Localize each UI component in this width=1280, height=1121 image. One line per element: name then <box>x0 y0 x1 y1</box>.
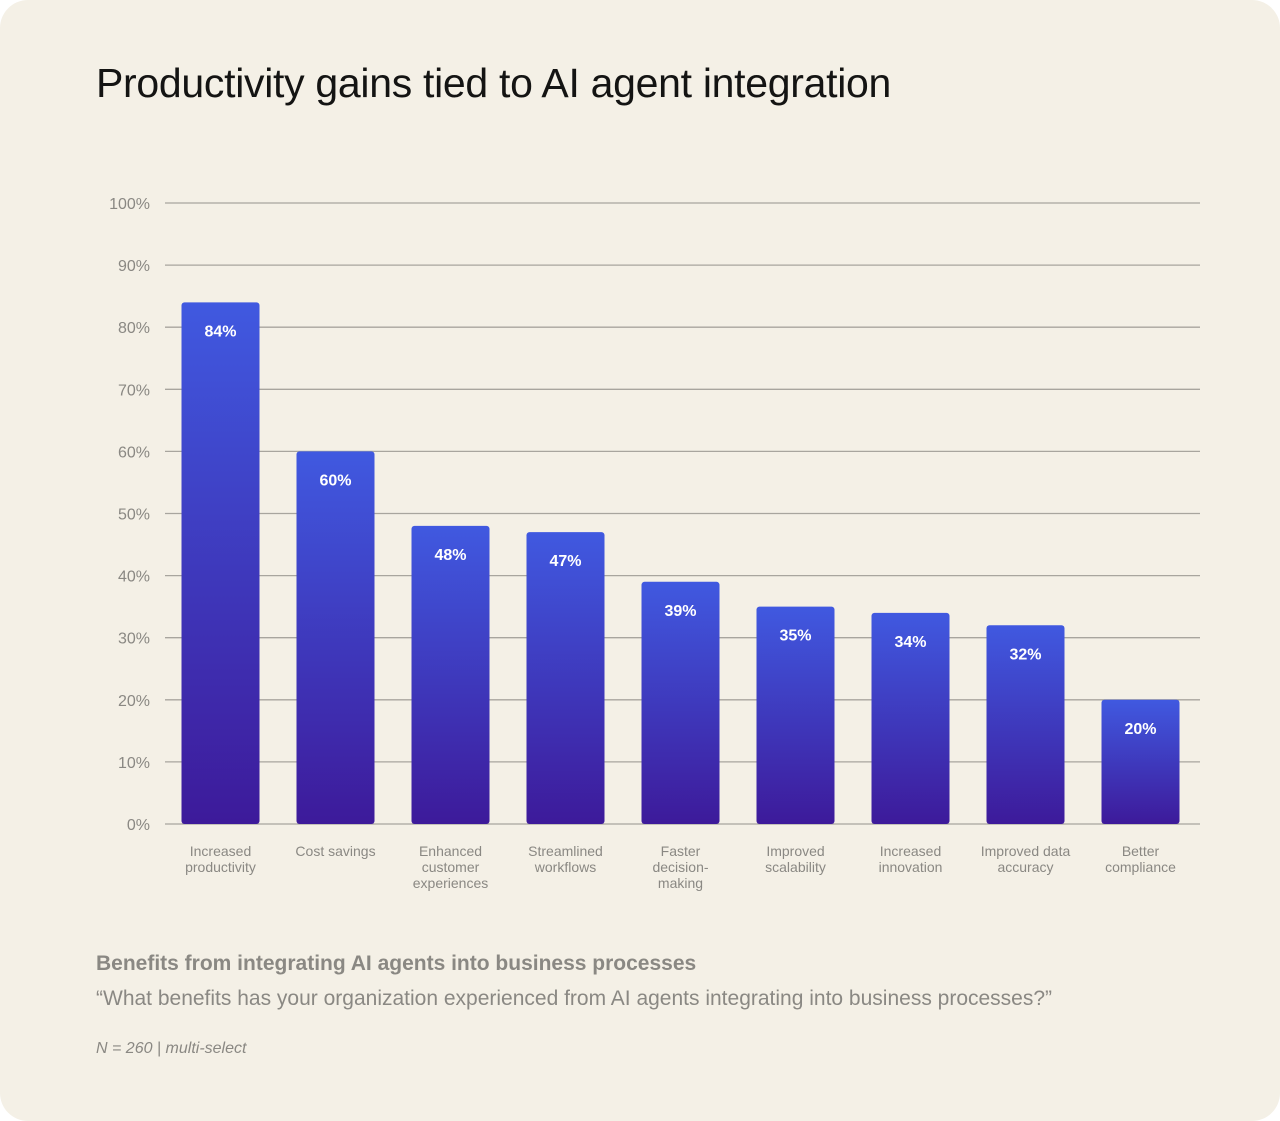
y-tick-label: 70% <box>118 382 150 399</box>
data-label: 34% <box>894 634 926 651</box>
data-label: 48% <box>434 547 466 564</box>
data-label: 84% <box>204 323 236 340</box>
bar <box>181 302 260 824</box>
data-label: 39% <box>664 603 696 620</box>
x-tick-label: Streamlined workflows <box>528 843 603 875</box>
x-tick-label: Faster decision-making <box>652 843 709 891</box>
bar <box>411 525 490 824</box>
chart-title: Productivity gains tied to AI agent inte… <box>96 60 892 106</box>
x-tick-label: Enhanced customer experiences <box>412 843 489 891</box>
x-tick-label: Better compliance <box>1105 843 1176 875</box>
y-tick-label: 90% <box>118 258 150 275</box>
survey-question: “What benefits has your organization exp… <box>96 987 1053 1010</box>
bar <box>756 606 835 824</box>
bar <box>526 532 605 824</box>
y-tick-label: 0% <box>127 817 150 834</box>
sample-note: N = 260 | multi-select <box>96 1040 247 1057</box>
x-tick-label: Increased innovation <box>878 843 943 875</box>
y-tick-label: 60% <box>118 444 150 461</box>
bar <box>1101 699 1180 824</box>
y-tick-label: 10% <box>118 755 150 772</box>
y-tick-label: 80% <box>118 320 150 337</box>
bar <box>871 612 950 824</box>
data-label: 20% <box>1124 721 1156 738</box>
bar <box>641 581 720 824</box>
x-tick-label: Cost savings <box>295 843 376 859</box>
y-tick-label: 30% <box>118 631 150 648</box>
data-label: 35% <box>779 628 811 645</box>
y-tick-label: 40% <box>118 569 150 586</box>
y-tick-label: 20% <box>118 693 150 710</box>
x-tick-label: Improved data accuracy <box>980 843 1071 875</box>
y-tick-label: 50% <box>118 507 150 524</box>
data-label: 32% <box>1009 646 1041 663</box>
chart-subtitle: Benefits from integrating AI agents into… <box>96 952 697 975</box>
bar <box>296 451 375 824</box>
bar <box>986 625 1065 824</box>
x-tick-label: Improved scalability <box>765 843 826 875</box>
data-label: 60% <box>319 472 351 489</box>
data-label: 47% <box>549 553 581 570</box>
y-tick-label: 100% <box>109 196 150 213</box>
x-tick-label: Increased productivity <box>185 843 256 875</box>
